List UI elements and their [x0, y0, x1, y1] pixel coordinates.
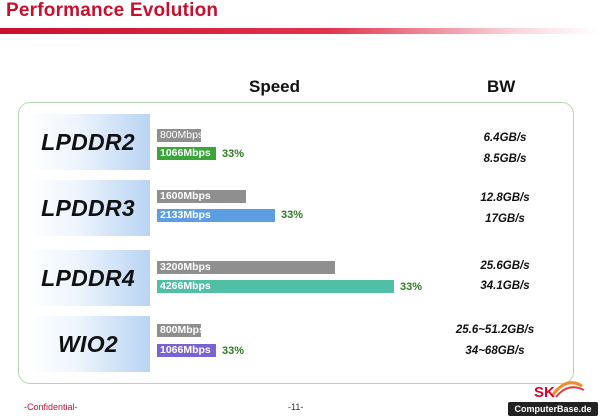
bar-lpddr4-new: 4266Mbps	[157, 280, 394, 293]
bw-value-lpddr3-old: 12.8GB/s	[480, 192, 530, 204]
bw-value-lpddr4-new: 34.1GB/s	[480, 280, 530, 292]
speed-column-heading: Speed	[249, 77, 301, 96]
bw-value-lpddr3-new: 17GB/s	[485, 213, 525, 225]
bar-lpddr3-new: 2133Mbps	[157, 209, 275, 222]
bar-lpddr2-new: 1066Mbps	[157, 147, 216, 160]
bw-column-heading: BW	[487, 77, 516, 96]
bar-lpddr2-old: 800Mbps	[157, 129, 201, 142]
bar-wio2-new: 1066Mbps	[157, 344, 216, 357]
bar-wio2-old: 800Mbps	[157, 324, 201, 337]
group-label-text: LPDDR2	[41, 128, 135, 155]
increase-label-lpddr2: 33%	[222, 148, 245, 160]
group-label-lpddr4: LPDDR4	[26, 250, 150, 306]
increase-label-lpddr3: 33%	[281, 209, 304, 221]
bw-value-wio2-new: 34~68GB/s	[465, 345, 525, 357]
page-title: Performance Evolution	[6, 0, 219, 21]
group-label-wio2: WIO2	[26, 316, 150, 372]
confidential-notice: -Confidential-	[24, 402, 78, 412]
group-label-lpddr3: LPDDR3	[26, 180, 150, 236]
bw-value-wio2-old: 25.6~51.2GB/s	[455, 324, 535, 336]
group-label-text: LPDDR4	[41, 264, 135, 291]
increase-label-lpddr4: 33%	[400, 281, 423, 293]
increase-label-wio2: 33%	[222, 345, 245, 357]
sk-hynix-logo-icon: SK	[534, 381, 585, 400]
bar-lpddr3-old: 1600Mbps	[157, 190, 246, 203]
bw-value-lpddr2-old: 6.4GB/s	[483, 132, 527, 144]
group-label-text: LPDDR3	[41, 194, 135, 221]
group-label-lpddr2: LPDDR2	[26, 114, 150, 170]
watermark: ComputerBase.de	[508, 402, 598, 416]
logo-text: SK	[534, 384, 555, 400]
bw-value-lpddr4-old: 25.6GB/s	[480, 260, 530, 272]
bar-lpddr4-old: 3200Mbps	[157, 261, 335, 274]
bw-value-lpddr2-new: 8.5GB/s	[483, 153, 527, 165]
page-number: -11-	[288, 402, 304, 412]
group-label-text: WIO2	[58, 330, 118, 357]
title-divider	[0, 28, 600, 34]
